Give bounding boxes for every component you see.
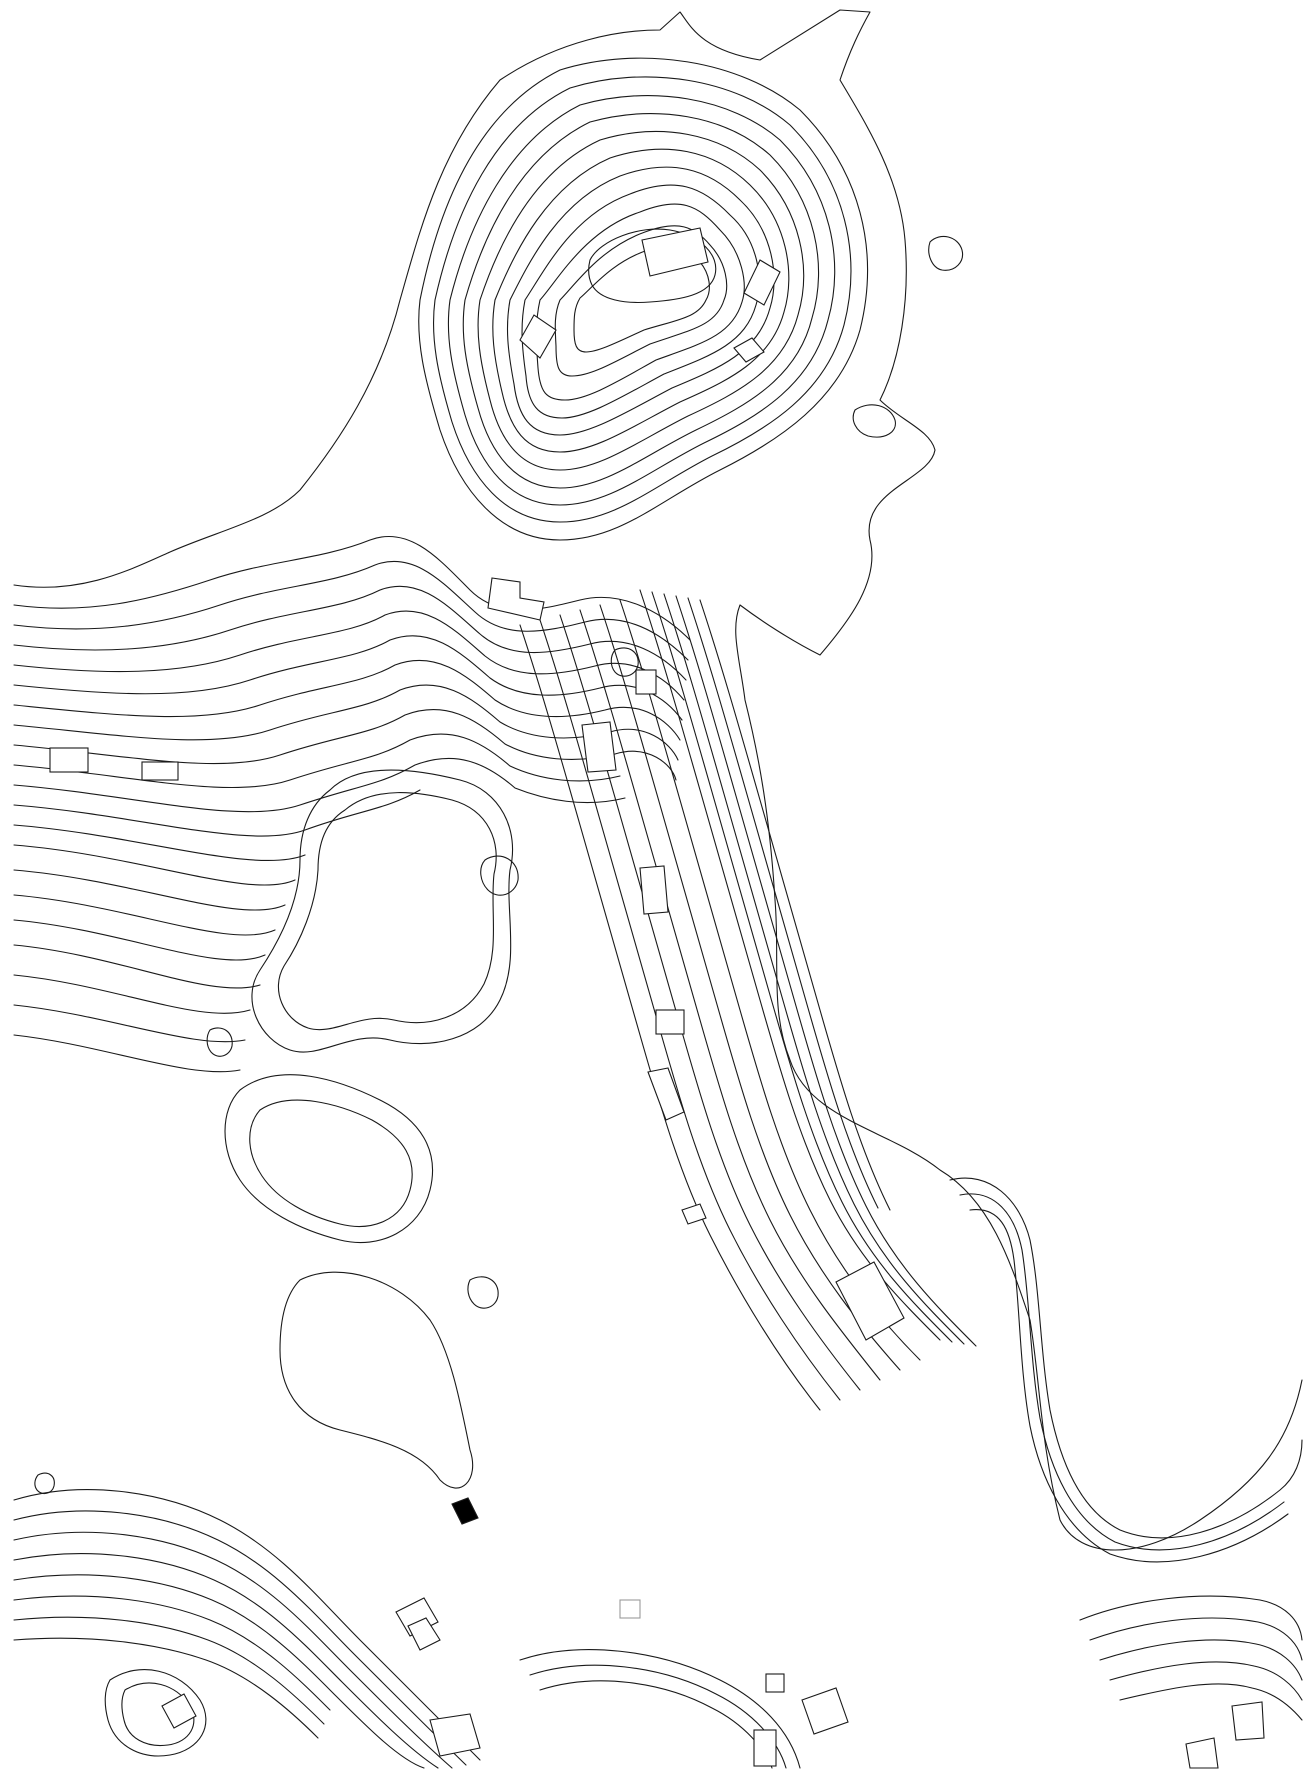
- contours-north-hill: [418, 57, 869, 541]
- building: [765, 1673, 785, 1693]
- building: [487, 577, 545, 621]
- highlighted-building: [451, 1497, 479, 1525]
- building: [49, 747, 89, 773]
- building: [1185, 1737, 1219, 1769]
- building: [141, 761, 179, 781]
- building: [647, 1067, 685, 1121]
- contours-south-basin: [13, 1489, 1303, 1769]
- contours-central-plateau: [224, 769, 514, 1489]
- building: [835, 1261, 905, 1341]
- building: [681, 1203, 707, 1225]
- contours-east-bay: [949, 1177, 1303, 1563]
- coastline: [13, 9, 1303, 1551]
- building: [581, 721, 617, 773]
- contours-small-knolls: [34, 235, 964, 1495]
- building: [641, 227, 709, 277]
- building: [733, 337, 765, 363]
- building: [161, 1693, 197, 1729]
- building: [639, 865, 669, 915]
- building: [429, 1713, 481, 1757]
- building: [407, 1617, 441, 1651]
- building: [655, 1009, 685, 1035]
- building: [1231, 1701, 1265, 1741]
- building-faint: [619, 1599, 641, 1619]
- buildings: [49, 227, 1265, 1769]
- building: [753, 1729, 777, 1767]
- building: [519, 314, 557, 359]
- building: [801, 1687, 849, 1735]
- building: [635, 669, 657, 695]
- building: [743, 259, 781, 306]
